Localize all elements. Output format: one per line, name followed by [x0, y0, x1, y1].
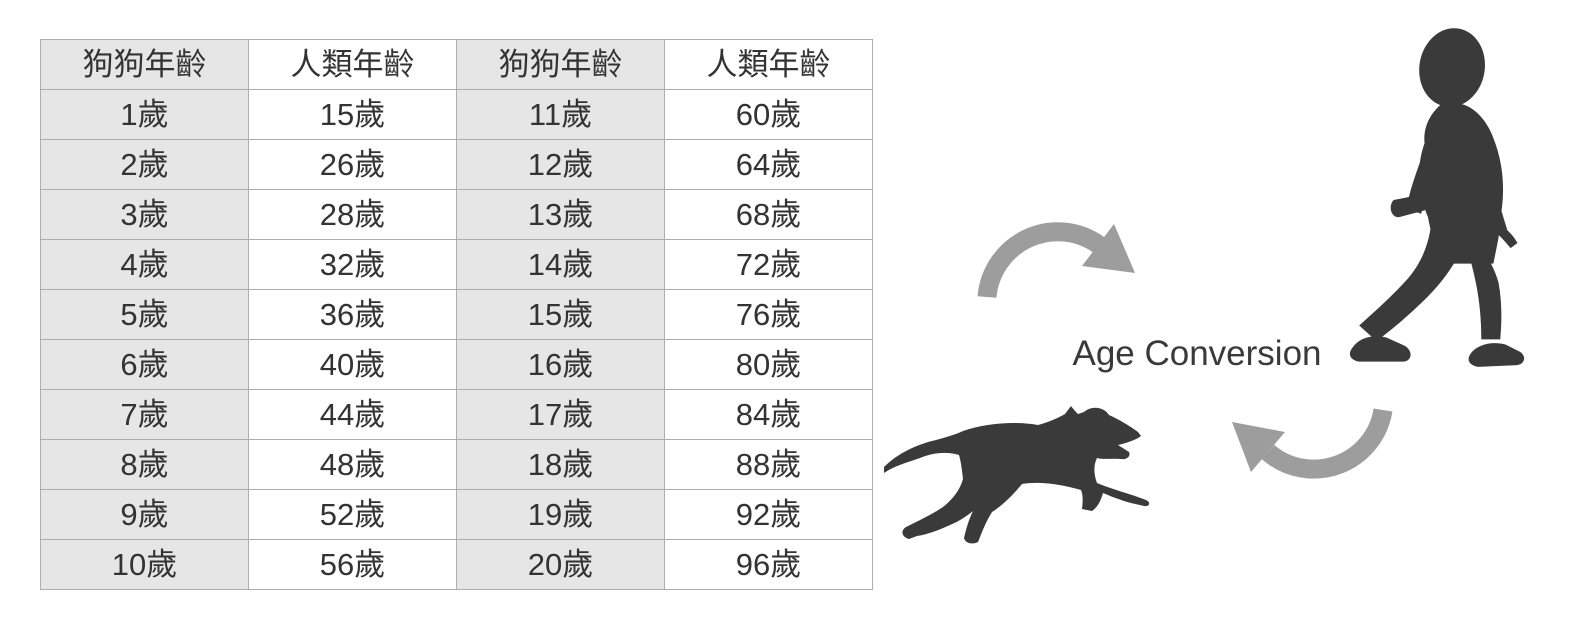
table-row: 3歲 28歲 13歲 68歲 [40, 189, 873, 240]
curved-arrow-clockwise-icon [977, 222, 1135, 299]
dog-age-cell: 9歲 [40, 489, 249, 540]
human-age-cell: 68歲 [664, 189, 873, 240]
dog-age-cell: 7歲 [40, 389, 249, 440]
human-age-cell: 56歲 [248, 539, 457, 590]
dog-age-cell: 3歲 [40, 189, 249, 240]
dog-age-cell: 19歲 [456, 489, 665, 540]
human-age-cell: 26歲 [248, 139, 457, 190]
dog-age-cell: 12歲 [456, 139, 665, 190]
human-age-cell: 76歲 [664, 289, 873, 340]
dog-age-cell: 11歲 [456, 89, 665, 140]
age-conversion-caption: Age Conversion [1072, 334, 1322, 373]
column-header-human-age: 人類年齡 [248, 39, 457, 90]
column-header-human-age: 人類年齡 [664, 39, 873, 90]
column-header-dog-age: 狗狗年齡 [456, 39, 665, 90]
human-age-cell: 40歲 [248, 339, 457, 390]
human-age-cell: 84歲 [664, 389, 873, 440]
table-row: 2歲 26歲 12歲 64歲 [40, 139, 873, 190]
human-age-cell: 60歲 [664, 89, 873, 140]
dog-running-silhouette-icon [884, 406, 1150, 544]
human-age-cell: 44歲 [248, 389, 457, 440]
dog-age-cell: 17歲 [456, 389, 665, 440]
table-row: 7歲 44歲 17歲 84歲 [40, 389, 873, 440]
person-walking-silhouette-icon [1349, 28, 1525, 367]
table-row: 4歲 32歲 14歲 72歲 [40, 239, 873, 290]
dog-human-age-table: 狗狗年齡 人類年齡 狗狗年齡 人類年齡 1歲 15歲 11歲 60歲 2歲 26… [40, 39, 873, 590]
table-row: 9歲 52歲 19歲 92歲 [40, 489, 873, 540]
dog-age-cell: 14歲 [456, 239, 665, 290]
table-row: 6歲 40歲 16歲 80歲 [40, 339, 873, 390]
dog-age-cell: 4歲 [40, 239, 249, 290]
human-age-cell: 80歲 [664, 339, 873, 390]
curved-arrow-counterclockwise-icon [1232, 408, 1393, 479]
human-age-cell: 72歲 [664, 239, 873, 290]
human-age-cell: 88歲 [664, 439, 873, 490]
dog-age-cell: 6歲 [40, 339, 249, 390]
human-age-cell: 64歲 [664, 139, 873, 190]
human-age-cell: 15歲 [248, 89, 457, 140]
dog-age-cell: 20歲 [456, 539, 665, 590]
dog-age-cell: 13歲 [456, 189, 665, 240]
table-header-row: 狗狗年齡 人類年齡 狗狗年齡 人類年齡 [40, 39, 873, 90]
dog-age-cell: 5歲 [40, 289, 249, 340]
table-row: 5歲 36歲 15歲 76歲 [40, 289, 873, 340]
dog-age-cell: 18歲 [456, 439, 665, 490]
human-age-cell: 52歲 [248, 489, 457, 540]
dog-age-cell: 15歲 [456, 289, 665, 340]
dog-age-cell: 1歲 [40, 89, 249, 140]
table-row: 8歲 48歲 18歲 88歲 [40, 439, 873, 490]
human-age-cell: 96歲 [664, 539, 873, 590]
human-age-cell: 32歲 [248, 239, 457, 290]
human-age-cell: 92歲 [664, 489, 873, 540]
human-age-cell: 28歲 [248, 189, 457, 240]
human-age-cell: 48歲 [248, 439, 457, 490]
dog-age-cell: 16歲 [456, 339, 665, 390]
column-header-dog-age: 狗狗年齡 [40, 39, 249, 90]
dog-age-cell: 2歲 [40, 139, 249, 190]
human-age-cell: 36歲 [248, 289, 457, 340]
table-row: 1歲 15歲 11歲 60歲 [40, 89, 873, 140]
table-row: 10歲 56歲 20歲 96歲 [40, 539, 873, 590]
dog-age-cell: 10歲 [40, 539, 249, 590]
dog-age-cell: 8歲 [40, 439, 249, 490]
